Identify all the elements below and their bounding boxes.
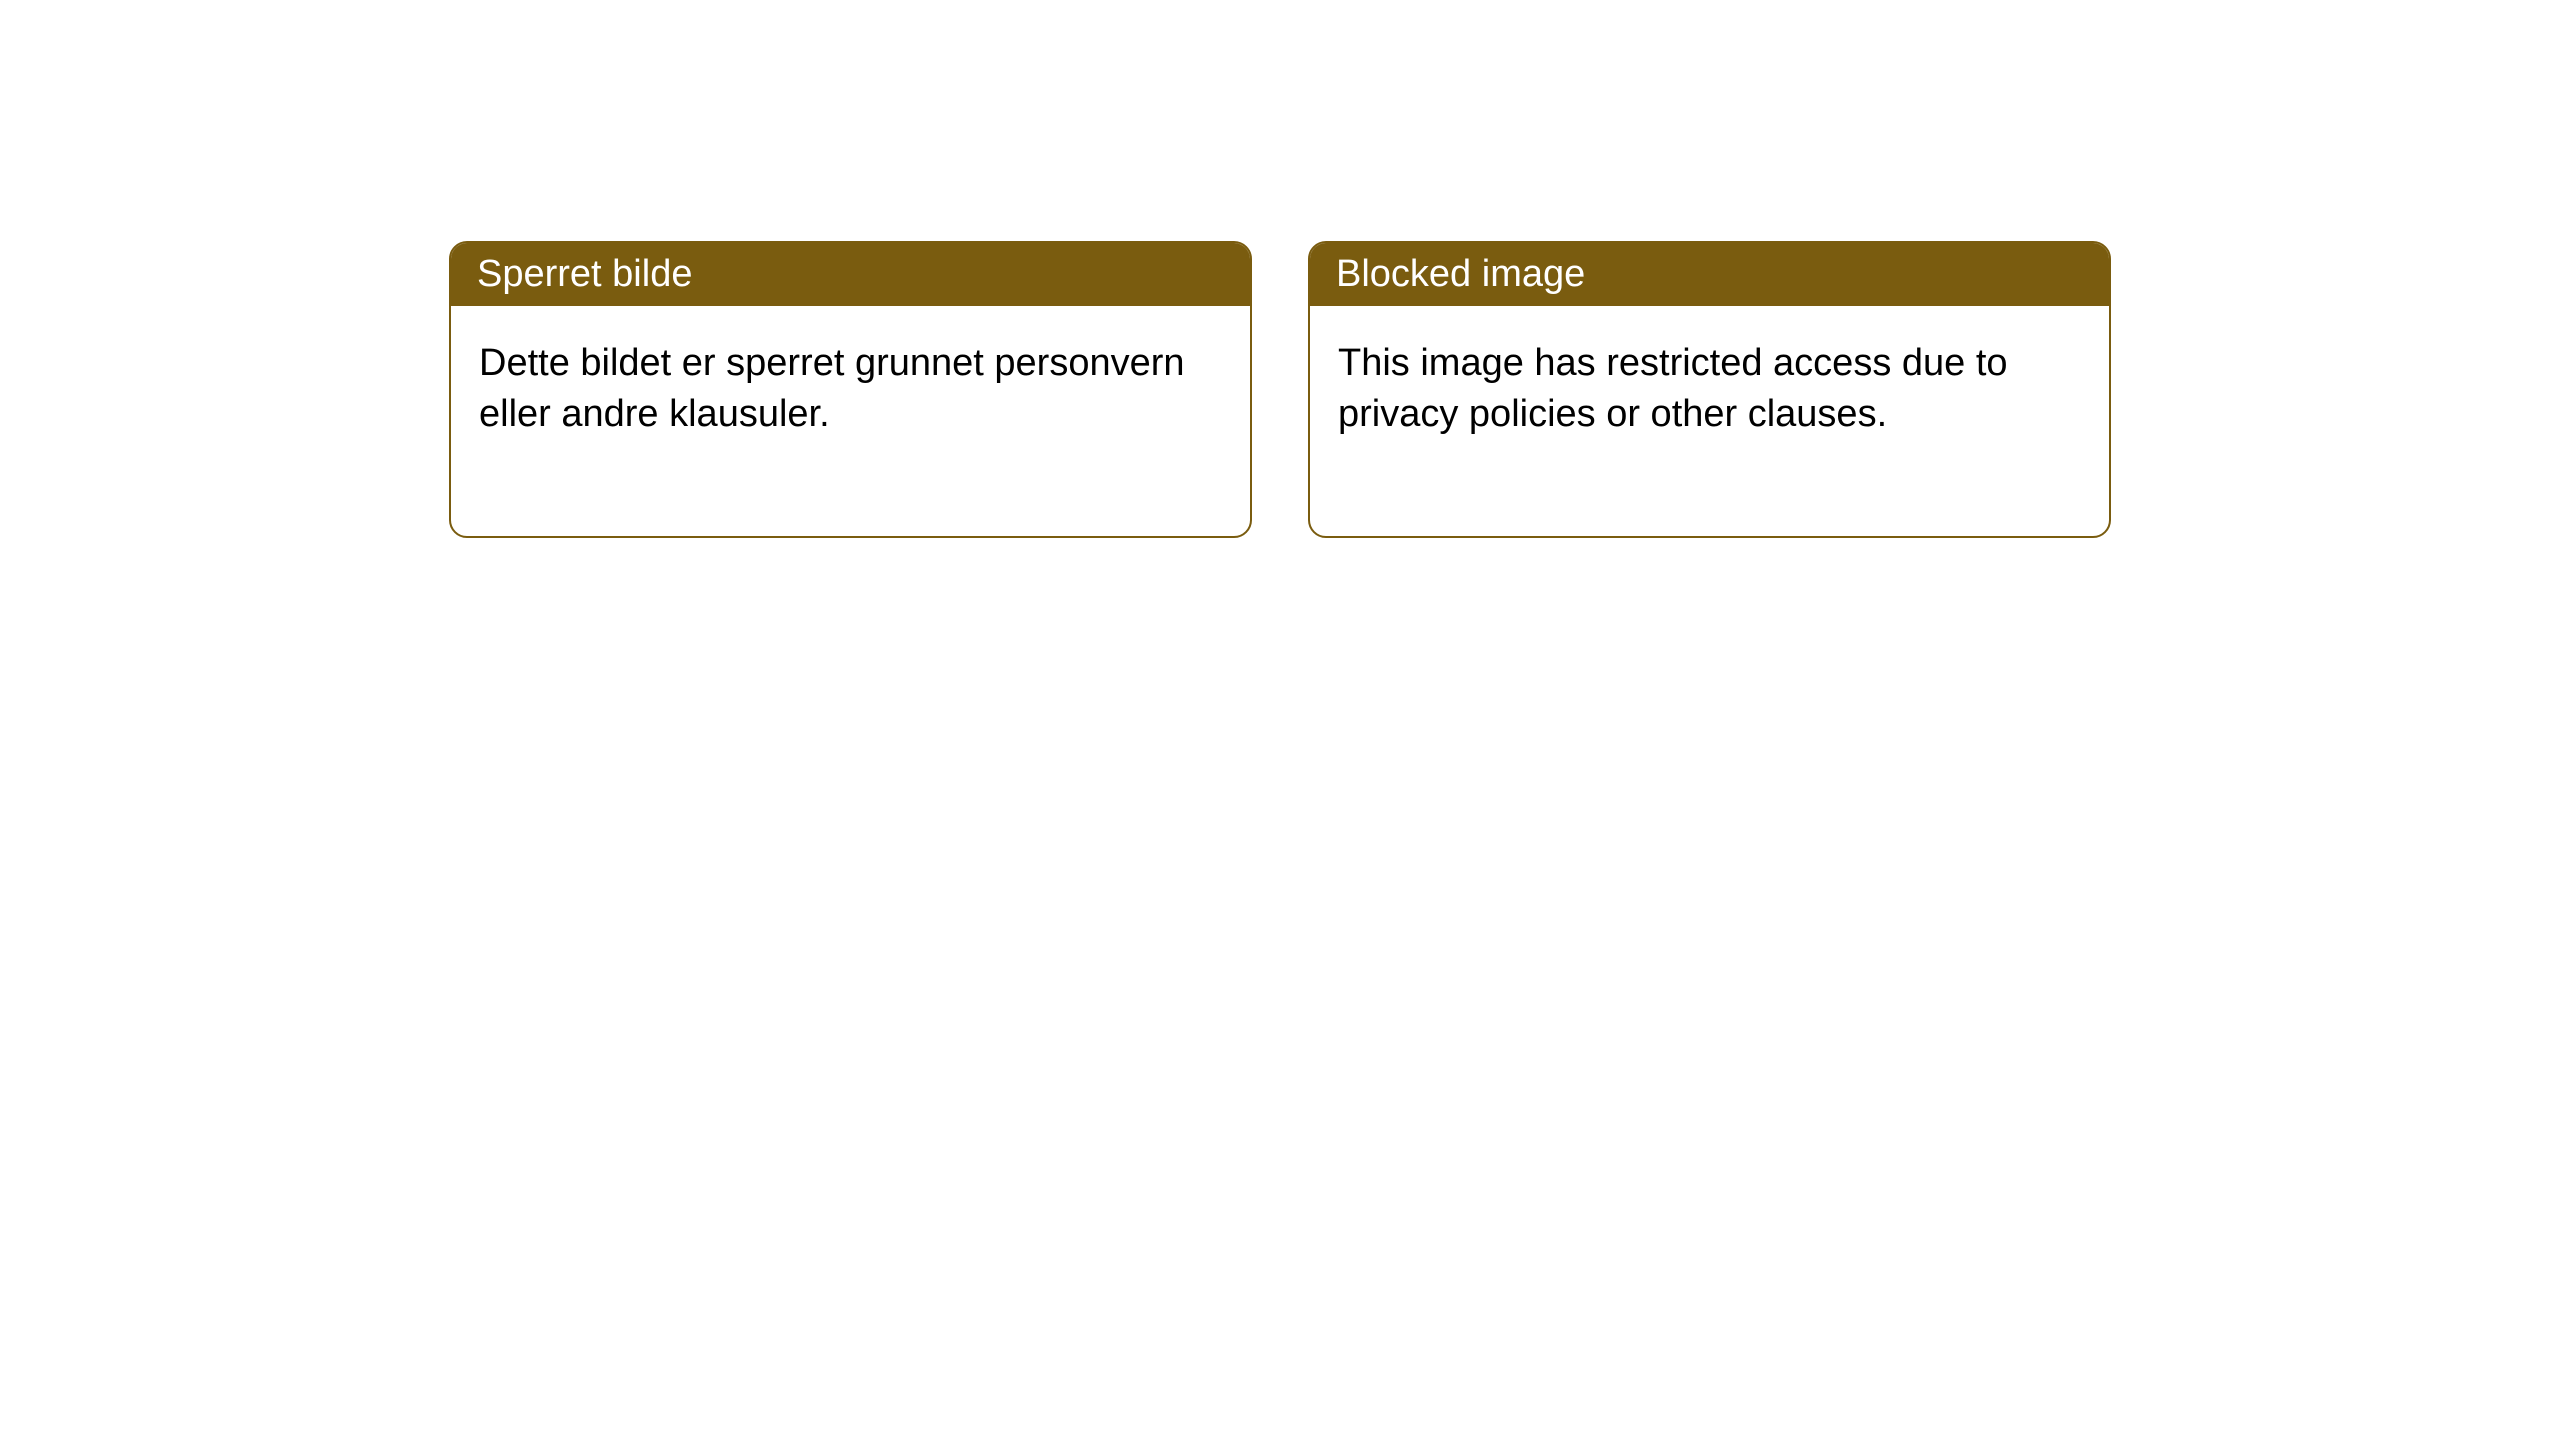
- notice-body-norwegian: Dette bildet er sperret grunnet personve…: [451, 306, 1250, 536]
- notice-text-english: This image has restricted access due to …: [1338, 342, 2008, 435]
- notice-title-norwegian: Sperret bilde: [477, 253, 692, 295]
- notice-card-english: Blocked image This image has restricted …: [1308, 241, 2111, 538]
- notice-card-norwegian: Sperret bilde Dette bildet er sperret gr…: [449, 241, 1252, 538]
- notice-header-english: Blocked image: [1310, 243, 2109, 306]
- notice-container: Sperret bilde Dette bildet er sperret gr…: [449, 241, 2111, 538]
- notice-body-english: This image has restricted access due to …: [1310, 306, 2109, 536]
- notice-text-norwegian: Dette bildet er sperret grunnet personve…: [479, 342, 1185, 435]
- notice-header-norwegian: Sperret bilde: [451, 243, 1250, 306]
- notice-title-english: Blocked image: [1336, 253, 1585, 295]
